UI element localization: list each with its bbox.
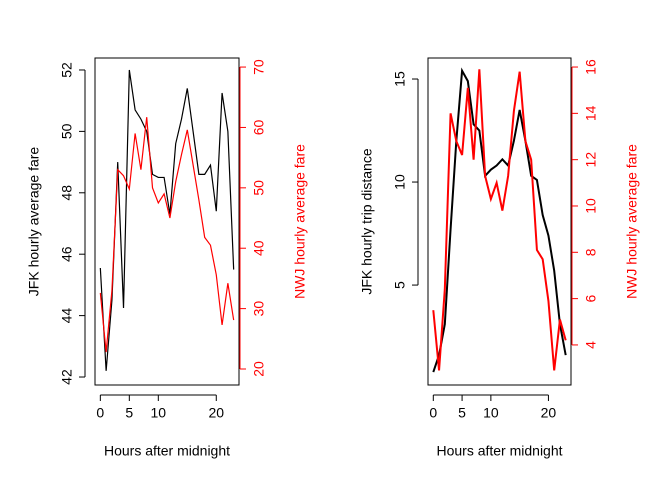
x-tick-label: 20 [208,405,224,421]
x-tick-label: 20 [541,405,557,421]
y2-axis-label: NWJ hourly average fare [292,144,308,299]
y2-tick-label: 12 [583,152,599,168]
y-tick-label: 46 [59,246,75,262]
x-tick-label: 10 [151,405,167,421]
y-tick-label: 52 [59,62,75,78]
y-tick-label: 10 [392,174,408,190]
y-tick-label: 42 [59,369,75,385]
x-tick-label: 5 [458,405,466,421]
plot-box [94,57,240,386]
y-tick-label: 44 [59,308,75,324]
x-axis-label: Hours after midnight [104,443,230,459]
data-line [99,69,235,371]
x-tick-label: 10 [483,405,499,421]
y2-tick-label: 60 [251,119,267,135]
y2-tick-label: 16 [583,59,599,75]
plot-box [427,57,572,386]
y2-tick-label: 30 [251,301,267,317]
y2-tick-label: 6 [583,295,599,303]
y-tick-label: 50 [59,123,75,139]
x-tick-label: 0 [96,405,104,421]
x-axis-label: Hours after midnight [436,443,562,459]
y2-tick-label: 10 [583,198,599,214]
data-line [432,67,567,373]
x-tick-label: 5 [125,405,133,421]
y2-tick-label: 8 [583,248,599,256]
y-axis-label: JFK hourly trip distance [359,148,375,294]
y2-tick-label: 50 [251,180,267,196]
y2-tick-label: 40 [251,240,267,256]
data-line [432,69,567,371]
y-tick-label: 15 [392,71,408,87]
y2-tick-label: 70 [251,59,267,75]
y2-axis-label: NWJ hourly average fare [624,144,640,299]
y-tick-label: 5 [392,281,408,289]
data-line [99,117,235,353]
y2-tick-label: 14 [583,105,599,121]
y-tick-label: 48 [59,185,75,201]
y2-tick-label: 20 [251,361,267,377]
x-tick-label: 0 [429,405,437,421]
y-axis-label: JFK hourly average fare [26,147,42,297]
y2-tick-label: 4 [583,341,599,349]
